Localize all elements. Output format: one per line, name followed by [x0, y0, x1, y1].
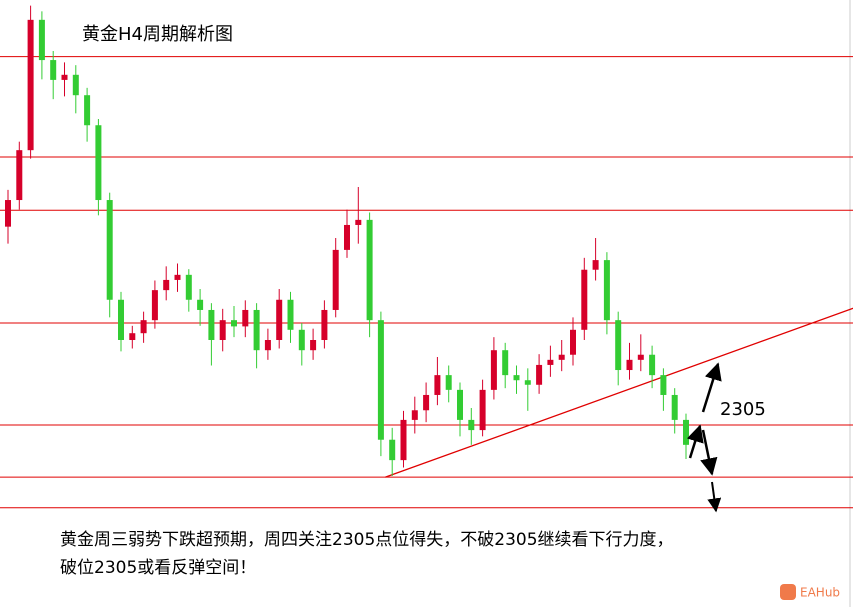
plot	[0, 5, 853, 509]
candle-body	[389, 439, 396, 461]
candle-body	[558, 354, 565, 360]
candle-body	[671, 394, 678, 420]
candle-body	[355, 219, 362, 225]
candle-body	[287, 299, 294, 330]
candle-body	[570, 329, 576, 355]
candle-body	[660, 375, 667, 395]
chart-title: 黄金H4周期解析图	[82, 24, 233, 45]
candle-body	[457, 389, 463, 420]
candle-body	[61, 74, 68, 80]
candle-body	[615, 320, 622, 371]
candle-body	[502, 350, 509, 376]
candle-body	[174, 274, 181, 280]
candle-body	[513, 375, 520, 381]
candle-body	[479, 389, 486, 431]
candle-body	[377, 320, 384, 440]
candle-body	[264, 340, 271, 351]
candle-body	[468, 419, 475, 431]
annotation-line: 黄金周三弱势下跌超预期，周四关注2305点位得失，不破2305继续看下行力度，	[60, 530, 674, 550]
arrow-down	[700, 429, 718, 476]
candle-body	[344, 224, 350, 250]
candle-body	[72, 74, 79, 96]
candle-body	[603, 260, 610, 321]
candle-body	[208, 309, 215, 340]
candle-body	[637, 354, 644, 360]
candle-body	[253, 309, 260, 351]
candle-body	[129, 333, 136, 340]
candle-body	[163, 279, 170, 291]
candle-body	[332, 249, 339, 310]
candle-body	[321, 309, 328, 340]
candle-body	[524, 380, 531, 385]
watermark: EAHub	[800, 586, 840, 600]
candle-body	[219, 320, 226, 340]
level-label: 2305	[720, 399, 766, 420]
candle-body	[298, 329, 305, 351]
candle-body	[400, 419, 407, 461]
candle-body	[242, 309, 249, 327]
candle-body	[185, 274, 192, 300]
annotation-line: 破位2305或看反弹空间！	[60, 558, 256, 578]
candle-body	[84, 95, 91, 126]
candle-body	[197, 299, 204, 310]
candle-body	[626, 359, 633, 371]
candle-body	[140, 320, 147, 334]
candle-body	[151, 290, 158, 321]
trendline	[385, 307, 853, 478]
arrow-down-2	[707, 481, 722, 513]
candle-body	[366, 219, 373, 321]
candle-body	[310, 340, 317, 351]
candle-body	[5, 200, 11, 227]
candle-body	[536, 364, 543, 385]
watermark-icon	[780, 584, 796, 600]
candle-body	[27, 19, 34, 151]
candle-body	[276, 299, 283, 340]
candle-body	[411, 410, 418, 420]
candle-body	[581, 269, 588, 330]
candle-body	[118, 299, 124, 340]
candle-body	[16, 150, 23, 201]
candle-body	[231, 320, 237, 327]
arrow-up	[701, 362, 722, 413]
candle-body	[106, 200, 113, 300]
candle-body	[423, 394, 430, 411]
candle-body	[683, 419, 689, 445]
candle-body	[592, 260, 599, 270]
candle-body	[50, 60, 57, 80]
candle-body	[95, 125, 102, 201]
candle-body	[445, 375, 452, 390]
candle-body	[38, 19, 45, 61]
candle-body	[547, 359, 554, 365]
candle-body	[649, 354, 656, 376]
candle-body	[490, 350, 497, 390]
arrow-test	[686, 424, 704, 459]
candle-body	[434, 375, 441, 395]
